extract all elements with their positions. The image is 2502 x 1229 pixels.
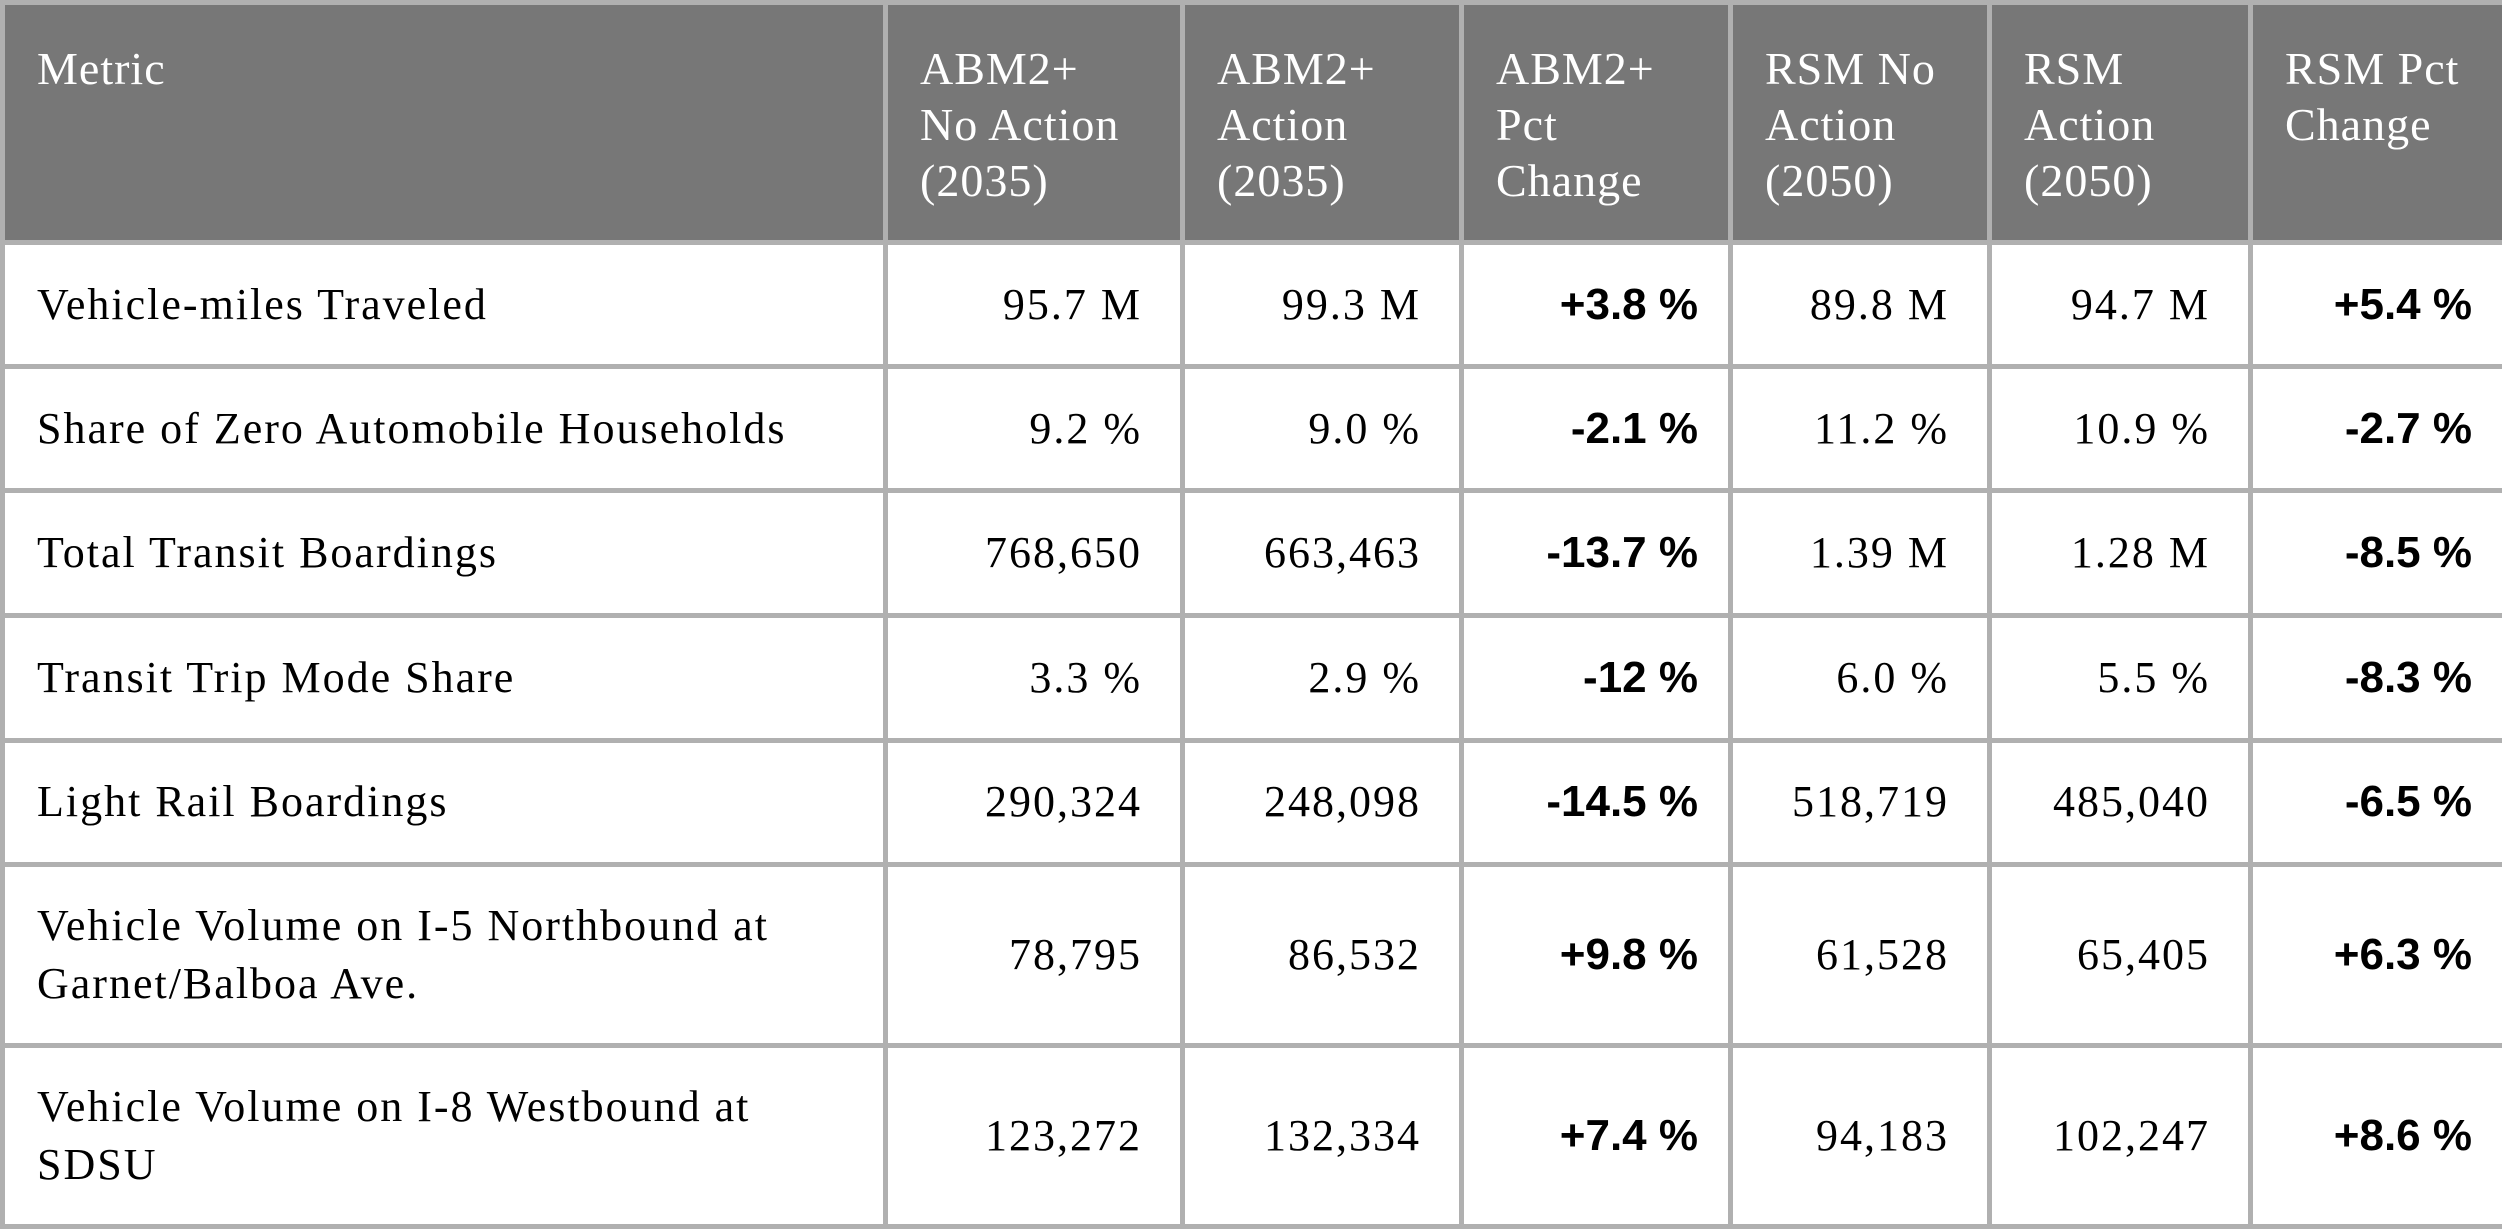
value-cell: 61,528: [1728, 861, 1992, 1048]
pct-change-cell: -2.7 %: [2248, 364, 2502, 494]
metric-cell: Transit Trip Mode Share: [0, 613, 888, 743]
pct-change-cell: +3.8 %: [1459, 239, 1733, 370]
pct-change-cell: +9.8 %: [1459, 861, 1733, 1048]
metric-cell: Light Rail Boardings: [0, 737, 888, 867]
value-cell: 11.2 %: [1728, 364, 1992, 494]
value-cell: 5.5 %: [1987, 613, 2253, 743]
table-row: Vehicle Volume on I-8 Westbound at SDSU …: [0, 1042, 2502, 1229]
metric-cell: Vehicle-miles Traveled: [0, 239, 888, 370]
value-cell: 6.0 %: [1728, 613, 1992, 743]
header-abm2-no-action-2035: ABM2+ No Action (2035): [883, 0, 1185, 245]
value-cell: 290,324: [883, 737, 1185, 867]
value-cell: 248,098: [1180, 737, 1464, 867]
header-abm2-pct-change: ABM2+ Pct Change: [1459, 0, 1733, 245]
value-cell: 2.9 %: [1180, 613, 1464, 743]
pct-change-cell: +6.3 %: [2248, 861, 2502, 1048]
value-cell: 663,463: [1180, 488, 1464, 619]
table-row: Share of Zero Automobile Households 9.2 …: [0, 364, 2502, 494]
pct-change-cell: +7.4 %: [1459, 1042, 1733, 1229]
value-cell: 95.7 M: [883, 239, 1185, 370]
value-cell: 518,719: [1728, 737, 1992, 867]
metric-cell: Total Transit Boardings: [0, 488, 888, 619]
value-cell: 86,532: [1180, 861, 1464, 1048]
value-cell: 1.39 M: [1728, 488, 1992, 619]
metric-cell: Vehicle Volume on I-5 Northbound at Garn…: [0, 861, 888, 1048]
value-cell: 89.8 M: [1728, 239, 1992, 370]
value-cell: 132,334: [1180, 1042, 1464, 1229]
value-cell: 65,405: [1987, 861, 2253, 1048]
value-cell: 485,040: [1987, 737, 2253, 867]
pct-change-cell: -13.7 %: [1459, 488, 1733, 619]
pct-change-cell: -2.1 %: [1459, 364, 1733, 494]
metric-cell: Share of Zero Automobile Households: [0, 364, 888, 494]
table-header: Metric ABM2+ No Action (2035) ABM2+ Acti…: [0, 0, 2502, 245]
pct-change-cell: +8.6 %: [2248, 1042, 2502, 1229]
pct-change-cell: -8.3 %: [2248, 613, 2502, 743]
value-cell: 123,272: [883, 1042, 1185, 1229]
value-cell: 3.3 %: [883, 613, 1185, 743]
pct-change-cell: -14.5 %: [1459, 737, 1733, 867]
pct-change-cell: -8.5 %: [2248, 488, 2502, 619]
value-cell: 94.7 M: [1987, 239, 2253, 370]
value-cell: 9.0 %: [1180, 364, 1464, 494]
value-cell: 768,650: [883, 488, 1185, 619]
table-row: Transit Trip Mode Share 3.3 % 2.9 % -12 …: [0, 613, 2502, 743]
value-cell: 9.2 %: [883, 364, 1185, 494]
header-rsm-no-action-2050: RSM No Action (2050): [1728, 0, 1992, 245]
pct-change-cell: +5.4 %: [2248, 239, 2502, 370]
header-abm2-action-2035: ABM2+ Action (2035): [1180, 0, 1464, 245]
pct-change-cell: -6.5 %: [2248, 737, 2502, 867]
value-cell: 94,183: [1728, 1042, 1992, 1229]
value-cell: 1.28 M: [1987, 488, 2253, 619]
value-cell: 99.3 M: [1180, 239, 1464, 370]
header-rsm-action-2050: RSM Action (2050): [1987, 0, 2253, 245]
metric-cell: Vehicle Volume on I-8 Westbound at SDSU: [0, 1042, 888, 1229]
table-row: Vehicle-miles Traveled 95.7 M 99.3 M +3.…: [0, 239, 2502, 370]
table-row: Total Transit Boardings 768,650 663,463 …: [0, 488, 2502, 619]
header-rsm-pct-change: RSM Pct Change: [2248, 0, 2502, 245]
pct-change-cell: -12 %: [1459, 613, 1733, 743]
table-row: Light Rail Boardings 290,324 248,098 -14…: [0, 737, 2502, 867]
value-cell: 10.9 %: [1987, 364, 2253, 494]
table-body: Vehicle-miles Traveled 95.7 M 99.3 M +3.…: [0, 239, 2502, 1229]
header-row: Metric ABM2+ No Action (2035) ABM2+ Acti…: [0, 0, 2502, 245]
header-metric: Metric: [0, 0, 888, 245]
value-cell: 78,795: [883, 861, 1185, 1048]
value-cell: 102,247: [1987, 1042, 2253, 1229]
table-row: Vehicle Volume on I-5 Northbound at Garn…: [0, 861, 2502, 1048]
